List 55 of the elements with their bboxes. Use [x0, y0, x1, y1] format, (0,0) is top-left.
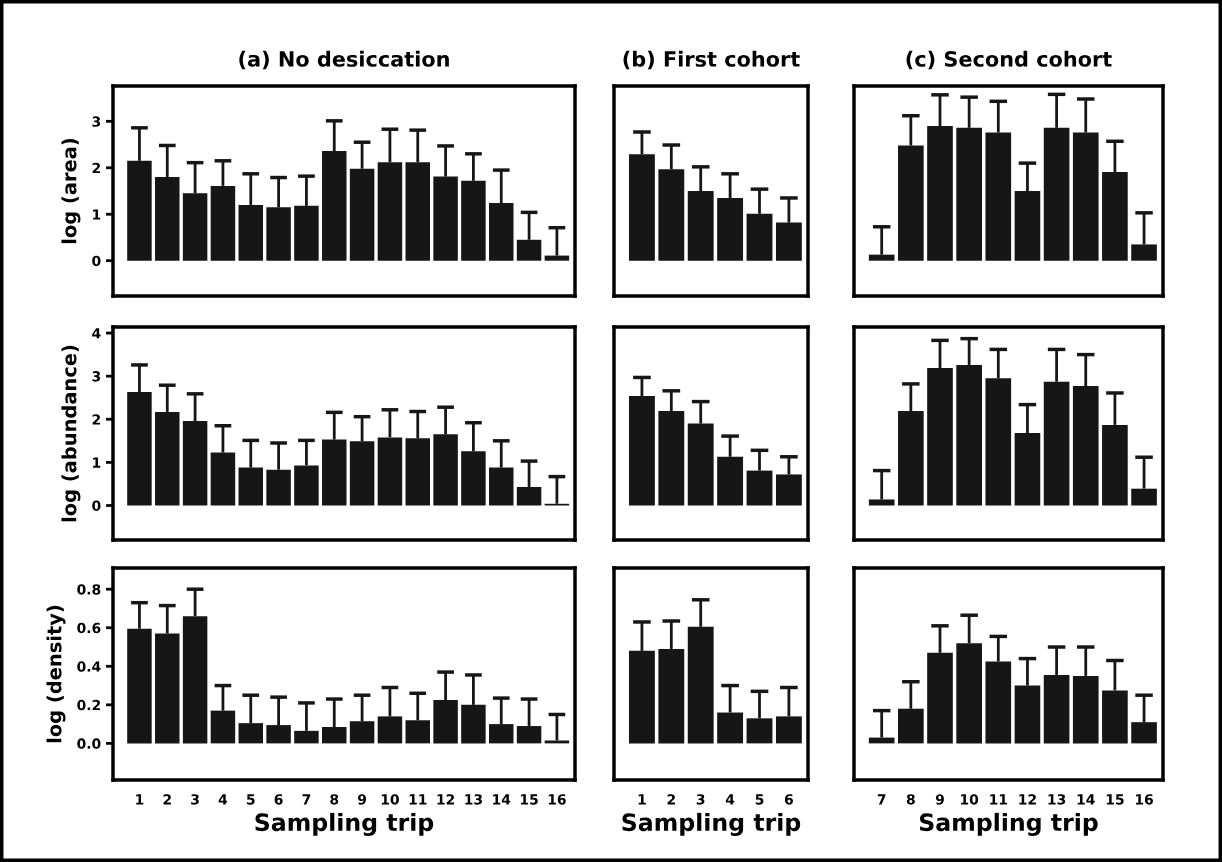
x-tick-label: 5 — [755, 794, 764, 805]
x-tick-label: 8 — [906, 794, 915, 805]
x-tick-label: 1 — [638, 794, 646, 805]
x-axis-title: Sampling trip — [622, 812, 801, 836]
x-tick-label: 4 — [725, 794, 735, 805]
y-tick-label: 2 — [92, 162, 100, 174]
x-tick-label: 9 — [935, 794, 944, 805]
x-tick-label: 15 — [1106, 794, 1124, 805]
x-tick-label: 14 — [1077, 794, 1095, 805]
x-tick-label: 15 — [520, 794, 538, 805]
x-tick-label: 10 — [381, 794, 399, 805]
y-tick-label: 0.6 — [77, 622, 101, 634]
y-tick-label: 2 — [92, 414, 100, 425]
x-tick-label: 3 — [696, 794, 705, 805]
x-axis-title: Sampling trip — [919, 812, 1098, 836]
x-tick-label: 7 — [302, 794, 311, 805]
chart-title: (a) No desiccation — [239, 50, 449, 70]
y-tick-label: 0 — [92, 500, 101, 511]
x-tick-label: 11 — [409, 794, 427, 805]
x-tick-label: 2 — [163, 794, 171, 805]
x-tick-label: 6 — [784, 794, 793, 805]
chart-title: (b) First cohort — [623, 50, 800, 70]
x-tick-label: 10 — [961, 794, 979, 805]
y-tick-label: 0.4 — [77, 661, 101, 672]
y-tick-label: 4 — [92, 328, 101, 339]
x-tick-label: 3 — [191, 794, 199, 805]
x-tick-label: 16 — [548, 794, 566, 805]
x-tick-label: 12 — [437, 794, 455, 805]
y-tick-label: 3 — [92, 116, 101, 127]
y-axis-title: log (density) — [46, 605, 66, 743]
x-tick-label: 13 — [465, 794, 482, 805]
y-tick-label: 1 — [93, 209, 101, 220]
y-tick-label: 0.8 — [77, 584, 101, 595]
x-tick-label: 14 — [493, 794, 511, 805]
x-tick-label: 4 — [218, 794, 228, 805]
x-tick-label: 12 — [1019, 794, 1036, 805]
y-tick-label: 0.0 — [77, 738, 101, 749]
y-tick-label: 0 — [92, 255, 101, 267]
y-tick-label: 0.2 — [77, 699, 100, 711]
y-axis-title: log (abundance) — [61, 345, 81, 522]
x-tick-label: 1 — [136, 794, 144, 805]
chart-title: (c) Second cohort — [906, 50, 1112, 70]
x-tick-label: 8 — [330, 794, 339, 805]
x-tick-label: 5 — [247, 794, 255, 805]
y-tick-label: 3 — [92, 371, 101, 382]
x-axis-title: Sampling trip — [255, 812, 434, 836]
x-tick-label: 16 — [1135, 794, 1153, 805]
x-tick-label: 9 — [357, 794, 367, 805]
x-tick-label: 7 — [877, 794, 886, 805]
y-axis-title: log (area) — [61, 138, 81, 244]
x-tick-label: 6 — [274, 794, 283, 805]
y-tick-label: 1 — [93, 457, 101, 468]
x-tick-label: 2 — [667, 794, 675, 805]
x-tick-label: 11 — [990, 794, 1008, 805]
x-tick-label: 13 — [1048, 794, 1066, 805]
